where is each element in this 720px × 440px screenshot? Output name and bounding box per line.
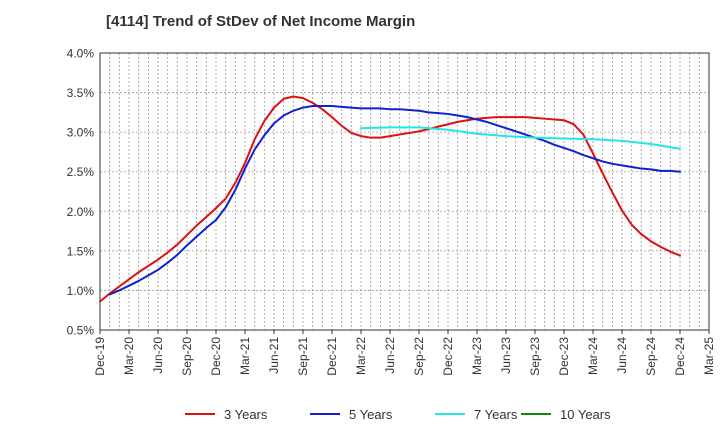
x-tick-label: Mar-20 <box>122 337 136 375</box>
plot-area-border <box>99 52 710 331</box>
x-tick-label: Dec-21 <box>325 337 339 376</box>
x-tick-label: Mar-24 <box>586 337 600 375</box>
y-tick-label: 2.5% <box>67 165 95 179</box>
x-tick-label: Jun-20 <box>151 337 165 374</box>
y-tick-label: 0.5% <box>67 324 95 338</box>
y-tick-label: 1.0% <box>67 284 95 298</box>
x-tick-label: Dec-19 <box>93 337 107 376</box>
legend-label: 10 Years <box>560 407 611 422</box>
y-tick-label: 2.0% <box>67 205 95 219</box>
x-tick-label: Dec-23 <box>557 337 571 376</box>
x-tick-label: Dec-22 <box>441 337 455 376</box>
x-tick-label: Sep-24 <box>644 337 658 376</box>
axis-layer: 0.5% 1.0% 1.5% 2.0% 2.5% 3.0% 3.5% 4.0% Dec-19 Ma… <box>67 47 716 376</box>
series-line-3-years <box>99 95 681 303</box>
x-tick-label: Dec-24 <box>673 337 687 376</box>
x-tick-label: Jun-23 <box>499 337 513 374</box>
x-tick-label: Jun-22 <box>383 337 397 374</box>
legend: 3 Years 5 Years 7 Years 10 Years <box>185 407 611 422</box>
y-tick-label: 4.0% <box>67 47 95 61</box>
x-tick-label: Mar-21 <box>238 337 252 375</box>
series-line-7-years <box>360 126 681 150</box>
chart-title: [4114] Trend of StDev of Net Income Marg… <box>106 13 416 30</box>
legend-label: 3 Years <box>224 407 268 422</box>
x-tick-label: Jun-21 <box>267 337 281 374</box>
x-tick-label: Dec-20 <box>209 337 223 376</box>
x-tick-label: Sep-20 <box>180 337 194 376</box>
x-tick-label: Sep-21 <box>296 337 310 376</box>
x-tick-label: Sep-22 <box>412 337 426 376</box>
legend-label: 7 Years <box>474 407 518 422</box>
x-tick-label: Mar-25 <box>702 337 716 375</box>
legend-label: 5 Years <box>349 407 393 422</box>
grid-layer <box>99 53 710 330</box>
x-tick-label: Mar-22 <box>354 337 368 375</box>
x-tick-label: Sep-23 <box>528 337 542 376</box>
x-tick-label: Mar-23 <box>470 337 484 375</box>
y-tick-label: 3.0% <box>67 126 95 140</box>
series-line-5-years <box>108 105 681 296</box>
y-tick-label: 1.5% <box>67 244 95 258</box>
x-tick-label: Jun-24 <box>615 337 629 374</box>
series-layer <box>99 95 681 303</box>
y-tick-label: 3.5% <box>67 86 95 100</box>
